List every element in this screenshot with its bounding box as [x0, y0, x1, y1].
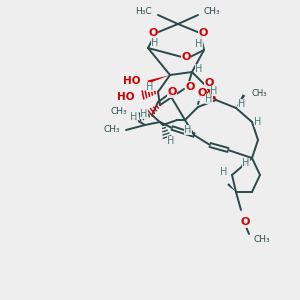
Text: H₃C: H₃C: [135, 8, 152, 16]
Text: H: H: [195, 64, 203, 74]
Text: HO: HO: [122, 76, 140, 86]
Text: H: H: [220, 167, 228, 177]
Text: O: O: [240, 217, 250, 227]
Text: O: O: [185, 82, 195, 92]
Text: CH₃: CH₃: [254, 236, 271, 244]
Text: H: H: [205, 94, 213, 104]
Text: HO: HO: [116, 92, 134, 102]
Text: CH₃: CH₃: [204, 8, 220, 16]
Text: O: O: [204, 78, 214, 88]
Text: H: H: [195, 39, 203, 49]
Polygon shape: [227, 183, 236, 192]
Text: O: O: [167, 87, 177, 97]
Text: H: H: [210, 86, 218, 96]
Text: H: H: [130, 112, 138, 122]
Polygon shape: [241, 158, 252, 167]
Text: O: O: [197, 88, 207, 98]
Polygon shape: [236, 94, 245, 108]
Text: O: O: [198, 28, 208, 38]
Text: H: H: [184, 125, 192, 135]
Text: H: H: [151, 38, 159, 48]
Text: H: H: [242, 158, 250, 168]
Text: CH₃: CH₃: [252, 88, 268, 98]
Text: O: O: [148, 28, 158, 38]
Text: CH₃: CH₃: [110, 107, 127, 116]
Text: H: H: [238, 99, 246, 109]
Text: H: H: [254, 117, 262, 127]
Text: H: H: [140, 109, 148, 119]
Polygon shape: [148, 37, 155, 48]
Text: O: O: [181, 52, 191, 62]
Text: CH₃: CH₃: [103, 125, 120, 134]
Polygon shape: [148, 75, 170, 83]
Text: O: O: [197, 90, 207, 100]
Text: H: H: [146, 82, 154, 92]
Text: H: H: [167, 136, 175, 146]
